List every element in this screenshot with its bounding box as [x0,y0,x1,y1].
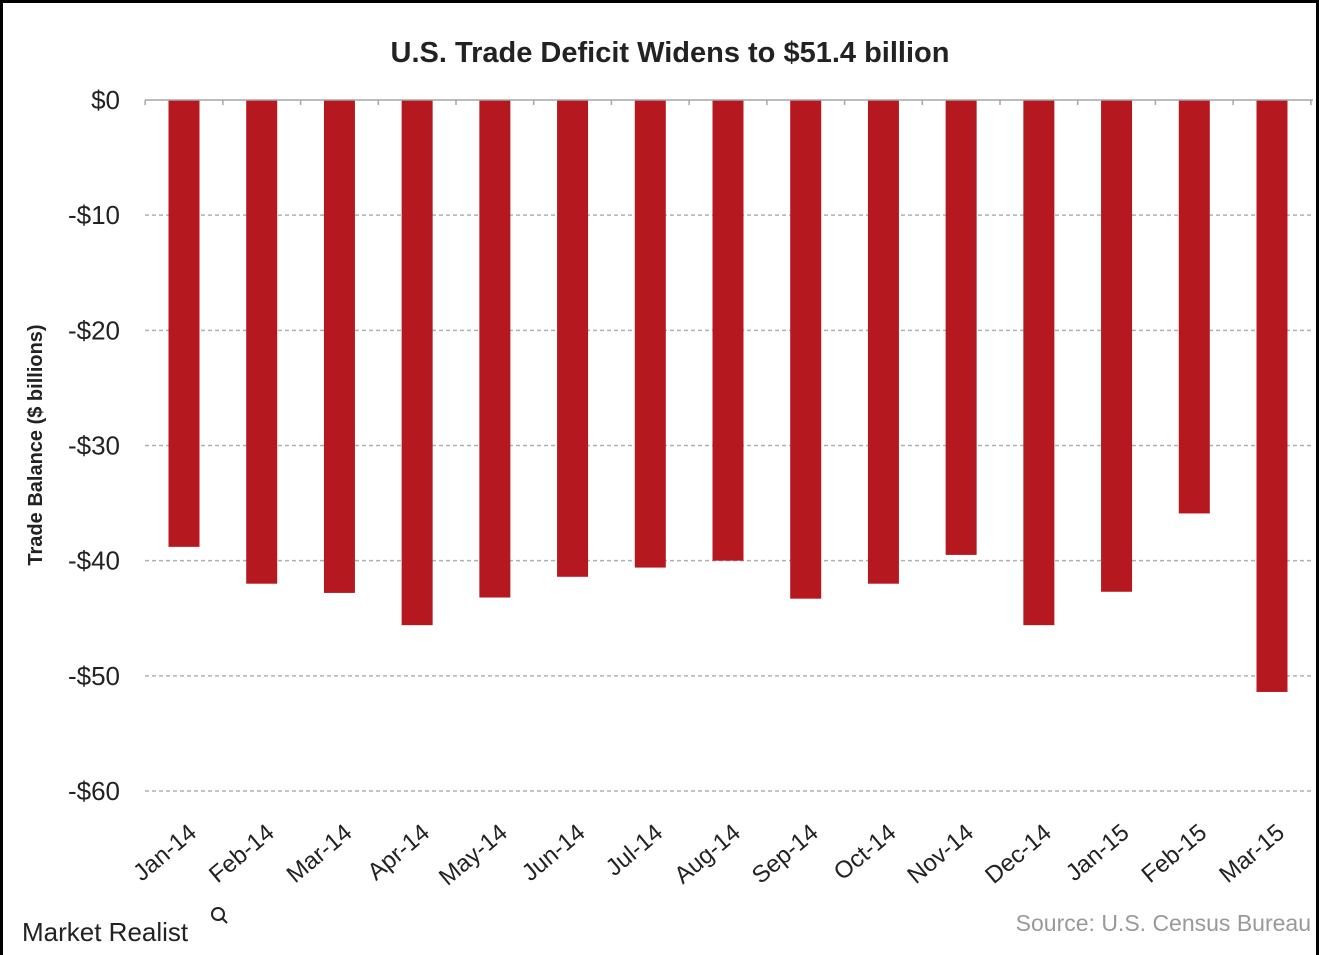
x-tick-label: Mar-15 [1214,819,1290,889]
x-tick-label: May-14 [434,819,513,891]
x-tick-label: Feb-14 [204,819,280,889]
y-axis-title: Trade Balance ($ billions) [25,324,47,565]
bar-mar-15 [1256,100,1288,692]
x-axis-category-labels: Jan-14 Feb-14 Mar-14 Apr-14 May-14 Jun-14 Jul-… [128,819,1290,891]
bar-aug-14 [712,100,744,561]
bar-may-14 [479,100,511,598]
bar-jun-14 [557,100,589,577]
bar-dec-14 [1023,100,1055,626]
source-note: Source: U.S. Census Bureau [1016,910,1311,936]
bar-jan-14 [168,100,200,547]
y-tick-label: -$10 [68,200,120,230]
x-tick-label: Dec-14 [980,819,1057,889]
x-tick-label: Jul-14 [601,819,668,882]
x-tick-label: Apr-14 [362,819,435,886]
y-tick-label: -$50 [68,661,120,691]
x-tick-label: Feb-15 [1137,819,1213,889]
y-axis-tick-labels: $0 -$10 -$20 -$30 -$40 -$50 -$60 [68,85,120,806]
x-tick-label: Aug-14 [669,819,746,889]
y-tick-label: -$60 [68,776,120,806]
magnifier-icon [211,907,228,924]
x-tick-label: Nov-14 [902,819,979,889]
x-tick-label: Sep-14 [747,819,824,889]
y-tick-label: -$30 [68,431,120,461]
bar-jan-15 [1101,100,1133,592]
y-tick-label: -$40 [68,546,120,576]
bar-sep-14 [790,100,822,599]
brand-name: Market Realist [22,917,189,947]
x-axis-tick-marks [144,100,1312,105]
x-tick-label: Jan-15 [1061,819,1135,887]
chart-title: U.S. Trade Deficit Widens to $51.4 billi… [391,37,950,69]
bar-feb-15 [1178,100,1210,514]
x-tick-label: Mar-14 [282,819,358,889]
bar-apr-14 [401,100,433,626]
x-tick-label: Oct-14 [829,819,902,886]
market-realist-logo: Market Realist [22,907,228,947]
bar-jul-14 [634,100,666,568]
bars [168,100,1288,692]
y-tick-label: $0 [91,85,120,115]
bar-oct-14 [867,100,899,584]
x-tick-label: Jan-14 [128,819,202,887]
x-tick-label: Jun-14 [517,819,591,887]
y-tick-label: -$20 [68,315,120,345]
bar-mar-14 [323,100,355,593]
bar-nov-14 [945,100,977,555]
bar-feb-14 [246,100,278,584]
